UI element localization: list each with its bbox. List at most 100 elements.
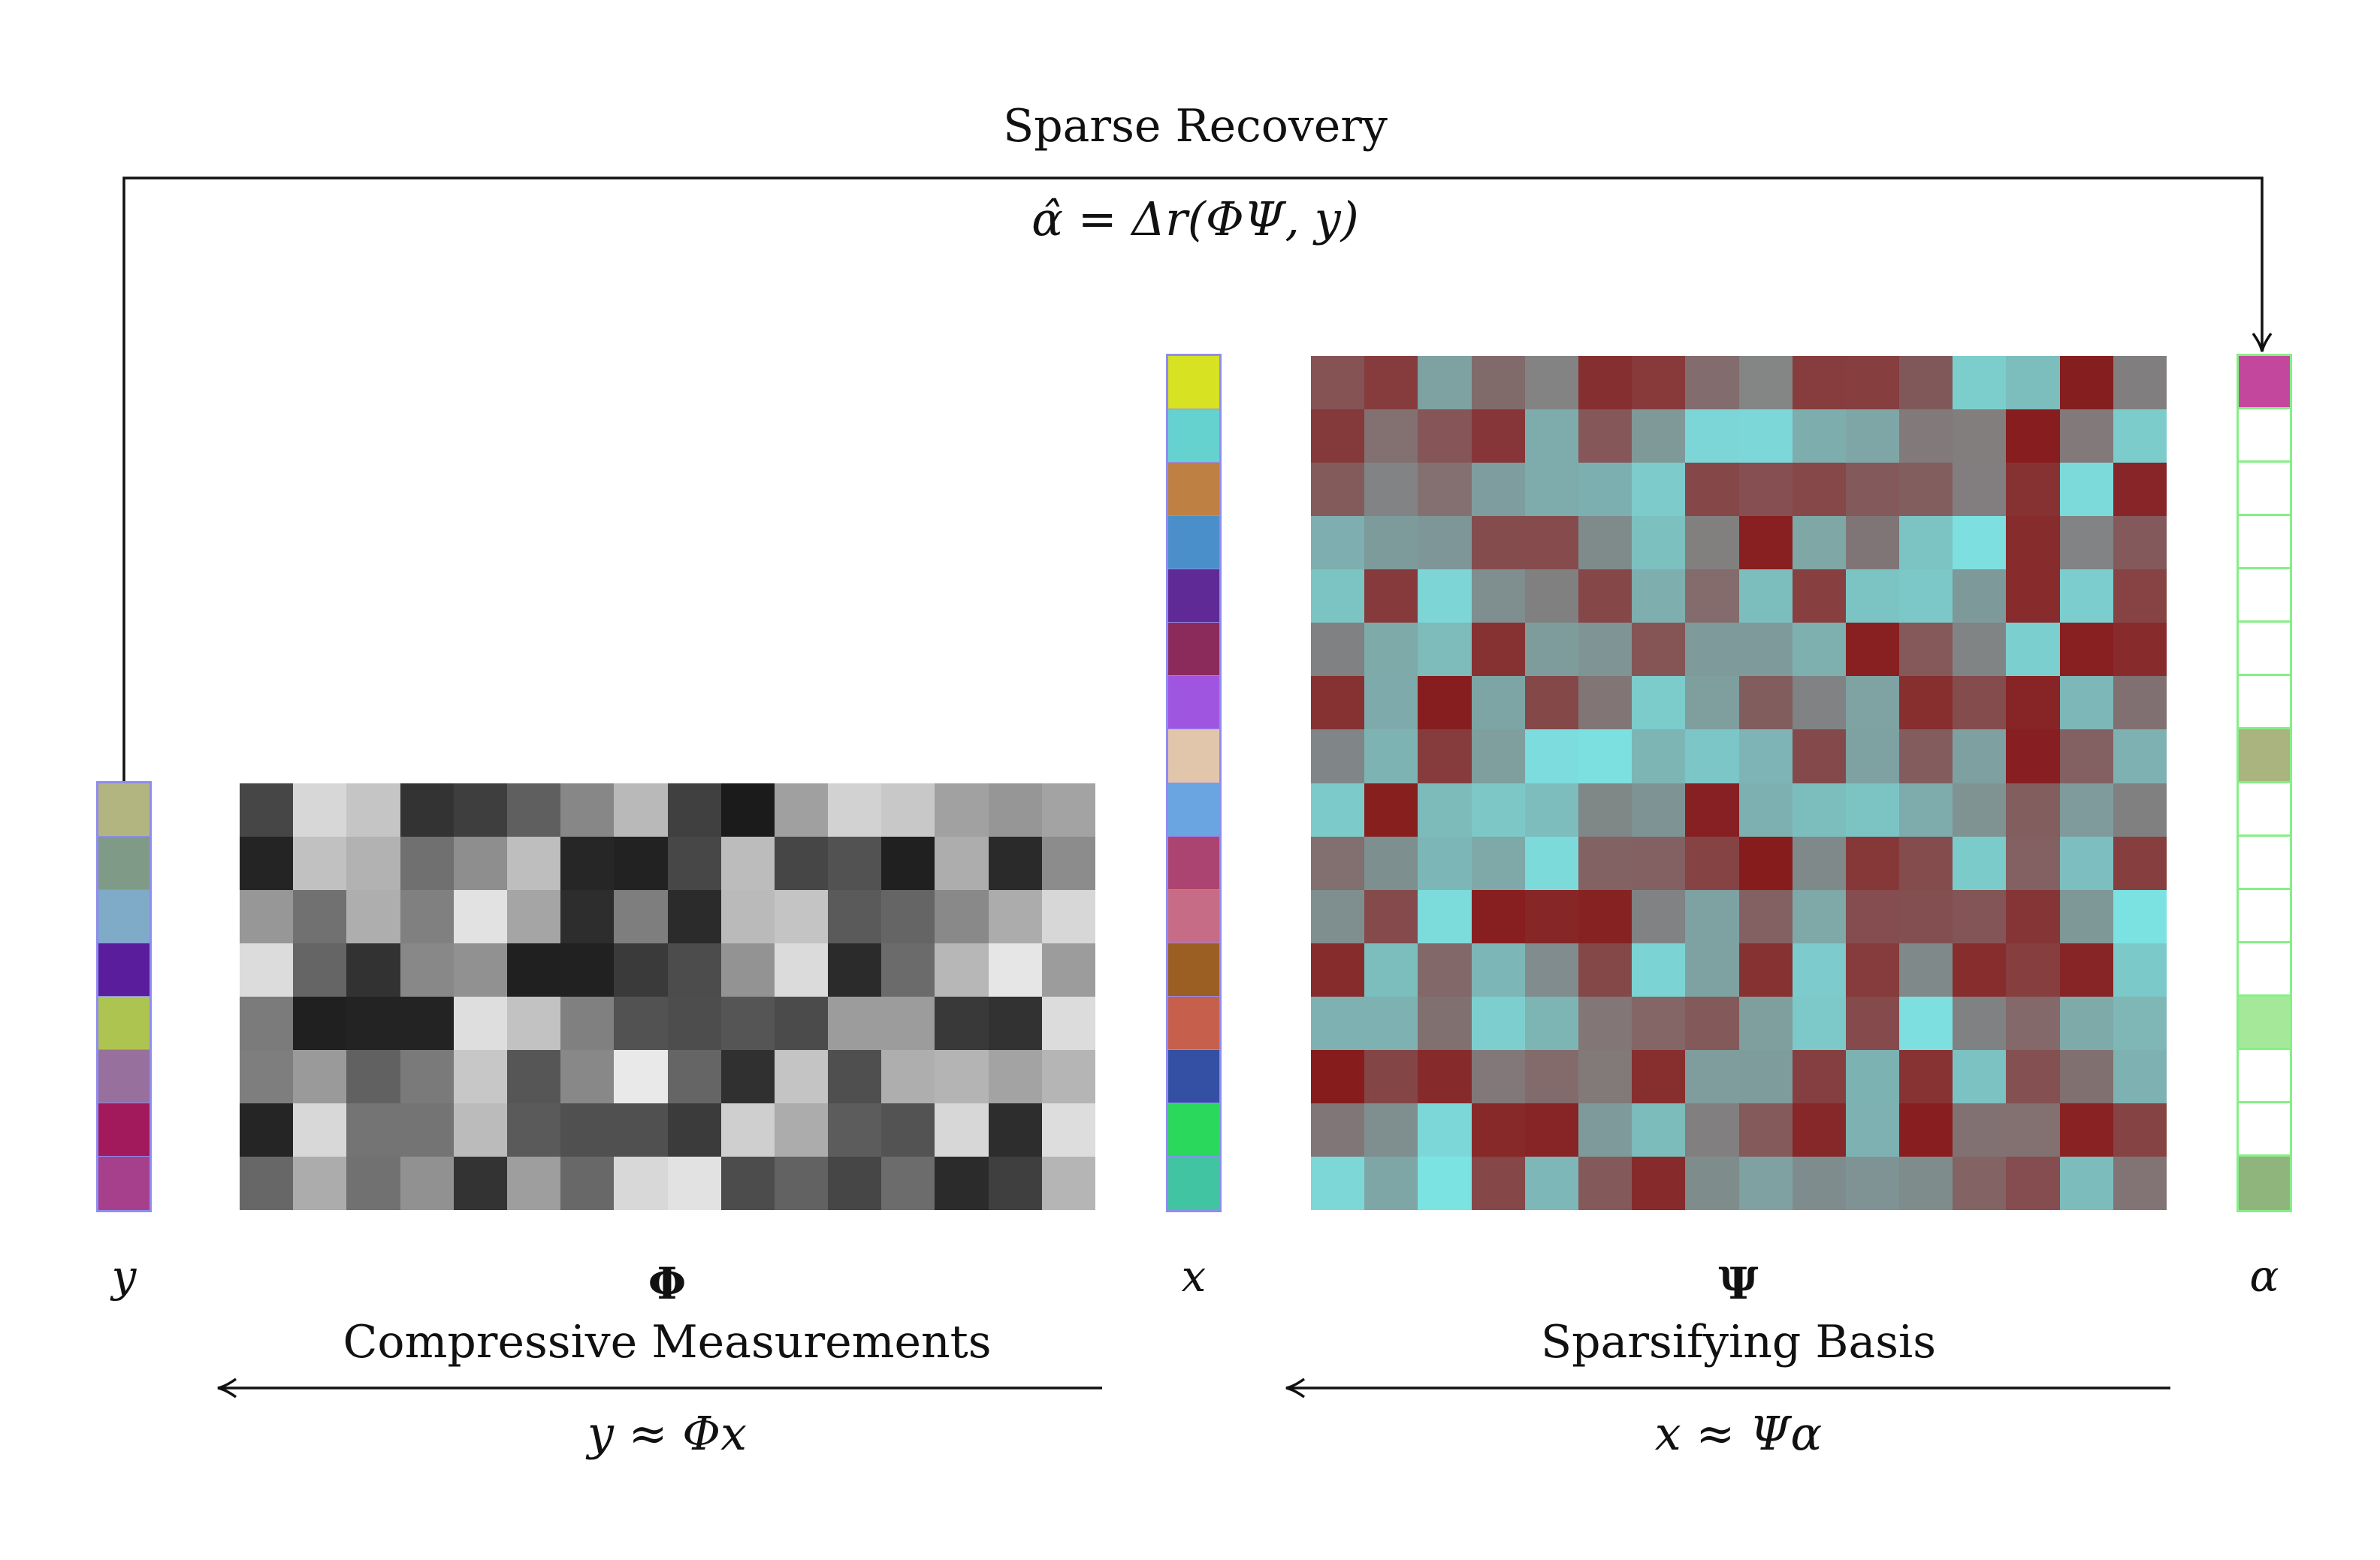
psi-cell xyxy=(1738,889,1793,943)
phi-cell xyxy=(935,837,989,890)
psi-cell xyxy=(1845,1049,1900,1103)
psi-cell xyxy=(1738,1103,1793,1157)
phi-cell xyxy=(293,1103,347,1157)
psi-cell xyxy=(2113,729,2167,783)
psi-cell xyxy=(1792,1103,1846,1157)
psi-cell xyxy=(1738,623,1793,677)
phi-symbol-label: Φ xyxy=(648,1258,687,1309)
psi-cell xyxy=(1632,356,1686,410)
psi-cell xyxy=(2006,943,2060,997)
psi-cell xyxy=(1899,516,1953,570)
psi-cell xyxy=(2059,676,2113,730)
phi-cell xyxy=(293,890,347,943)
y-entry xyxy=(98,837,150,890)
psi-cell xyxy=(1471,943,1525,997)
psi-cell xyxy=(1364,676,1418,730)
x-label: x xyxy=(1181,1251,1207,1302)
psi-cell xyxy=(1418,516,1472,570)
psi-cell xyxy=(1899,1049,1953,1103)
psi-cell xyxy=(1364,783,1418,837)
phi-cell xyxy=(240,837,294,890)
psi-cell xyxy=(1685,676,1739,730)
psi-cell xyxy=(1471,463,1525,517)
psi-cell xyxy=(1471,569,1525,623)
psi-cell xyxy=(2006,463,2060,517)
psi-cell xyxy=(1953,1156,2007,1210)
phi-cell xyxy=(1041,890,1095,943)
x-entry xyxy=(1168,1049,1219,1103)
psi-cell xyxy=(1364,623,1418,677)
psi-cell xyxy=(1738,1049,1793,1103)
phi-cell xyxy=(346,783,400,837)
psi-cell xyxy=(1792,409,1846,463)
psi-cell xyxy=(1524,569,1578,623)
psi-cell xyxy=(1632,996,1686,1050)
psi-cell xyxy=(2113,569,2167,623)
psi-cell xyxy=(2006,356,2060,410)
y-entry xyxy=(98,1103,150,1157)
psi-cell xyxy=(1899,783,1953,837)
psi-cell xyxy=(1685,409,1739,463)
psi-cell xyxy=(2006,729,2060,783)
psi-cell xyxy=(1418,463,1472,517)
psi-cell xyxy=(1953,836,2007,890)
psi-cell xyxy=(1792,516,1846,570)
psi-cell xyxy=(2059,409,2113,463)
psi-cell xyxy=(1632,1049,1686,1103)
psi-cell xyxy=(1471,516,1525,570)
phi-cell xyxy=(1041,783,1095,837)
phi-cell xyxy=(720,783,775,837)
x-entry xyxy=(1168,409,1219,463)
psi-cell xyxy=(1471,409,1525,463)
phi-cell xyxy=(346,890,400,943)
psi-cell xyxy=(1311,889,1365,943)
alpha-sparse-vector xyxy=(2237,354,2292,1212)
psi-cell xyxy=(1792,1156,1846,1210)
y-entry xyxy=(98,1157,150,1210)
psi-cell xyxy=(1471,889,1525,943)
psi-cell xyxy=(1418,1049,1472,1103)
phi-cell xyxy=(667,837,721,890)
phi-cell xyxy=(506,783,561,837)
psi-cell xyxy=(1953,783,2007,837)
phi-cell xyxy=(774,837,829,890)
psi-cell xyxy=(1524,409,1578,463)
phi-cell xyxy=(828,1050,882,1103)
psi-cell xyxy=(2006,409,2060,463)
phi-cell xyxy=(881,1050,935,1103)
psi-cell xyxy=(1845,943,1900,997)
alpha-entry xyxy=(2239,996,2290,1050)
psi-cell xyxy=(1899,889,1953,943)
phi-cell xyxy=(346,943,400,997)
alpha-entry xyxy=(2239,409,2290,463)
alpha-entry xyxy=(2239,1103,2290,1157)
psi-cell xyxy=(1311,783,1365,837)
psi-cell xyxy=(1471,783,1525,837)
phi-cell xyxy=(774,1050,829,1103)
phi-cell xyxy=(667,943,721,997)
psi-cell xyxy=(1899,569,1953,623)
psi-cell xyxy=(1685,943,1739,997)
psi-cell xyxy=(1524,1103,1578,1157)
psi-cell xyxy=(1792,569,1846,623)
phi-cell xyxy=(453,783,507,837)
psi-cell xyxy=(1738,569,1793,623)
phi-cell xyxy=(293,997,347,1050)
phi-cell xyxy=(400,837,454,890)
psi-cell xyxy=(2006,996,2060,1050)
psi-cell xyxy=(2059,729,2113,783)
psi-cell xyxy=(1632,1103,1686,1157)
psi-cell xyxy=(1471,836,1525,890)
phi-cell xyxy=(828,837,882,890)
phi-cell xyxy=(400,890,454,943)
psi-cell xyxy=(1418,889,1472,943)
alpha-entry xyxy=(2239,1156,2290,1210)
phi-cell xyxy=(935,890,989,943)
psi-cell xyxy=(1845,889,1900,943)
psi-cell xyxy=(1899,356,1953,410)
psi-cell xyxy=(1845,356,1900,410)
alpha-entry xyxy=(2239,463,2290,517)
psi-cell xyxy=(1899,676,1953,730)
phi-cell xyxy=(988,890,1042,943)
